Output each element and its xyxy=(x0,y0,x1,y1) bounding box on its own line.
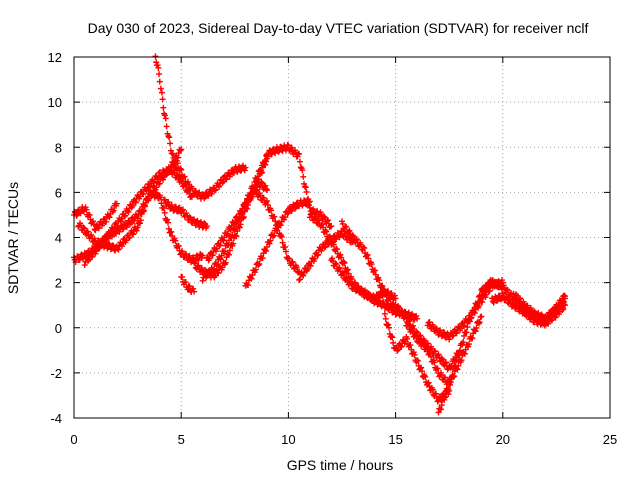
data-point-markers xyxy=(75,187,206,266)
data-point-markers xyxy=(263,141,335,231)
series-track xyxy=(75,187,206,266)
series-track xyxy=(81,164,195,269)
x-tick-label: 0 xyxy=(70,432,77,447)
y-tick-label: -2 xyxy=(50,366,62,381)
y-tick-label: -4 xyxy=(50,411,62,426)
data-point-markers xyxy=(392,301,463,373)
series-track xyxy=(253,186,303,276)
y-tick-label: 8 xyxy=(55,140,62,155)
data-point-markers xyxy=(173,157,249,202)
y-tick-label: 0 xyxy=(55,321,62,336)
chart-title: Day 030 of 2023, Sidereal Day-to-day VTE… xyxy=(88,20,589,36)
data-point-markers xyxy=(178,273,198,295)
data-point-markers xyxy=(81,164,195,269)
data-point-markers xyxy=(152,53,185,185)
y-tick-label: 2 xyxy=(55,276,62,291)
series-track xyxy=(392,301,463,373)
x-axis-title: GPS time / hours xyxy=(287,457,394,473)
x-tick-label: 25 xyxy=(603,432,617,447)
data-point-markers xyxy=(403,313,485,388)
series-track xyxy=(510,290,568,324)
data-points xyxy=(71,53,568,416)
data-point-markers xyxy=(381,310,453,405)
series-track xyxy=(152,53,185,185)
axis-ticks: 0 5 10 15 20 25 -4 -2 0 2 4 6 8 10 12 xyxy=(48,50,618,447)
y-axis-title: SDTVAR / TECUs xyxy=(5,182,21,294)
y-tick-label: 12 xyxy=(48,50,62,65)
x-tick-label: 5 xyxy=(178,432,185,447)
data-point-markers xyxy=(253,186,303,276)
data-point-markers xyxy=(339,218,399,315)
series-track xyxy=(161,196,210,231)
data-point-markers xyxy=(328,255,421,323)
y-tick-label: 6 xyxy=(55,185,62,200)
data-point-markers xyxy=(510,290,568,324)
series-track xyxy=(263,141,335,231)
series-track xyxy=(242,196,313,289)
series-track xyxy=(339,218,399,315)
series-track xyxy=(403,313,485,388)
series-track xyxy=(328,255,421,323)
y-tick-label: 10 xyxy=(48,95,62,110)
series-track xyxy=(381,310,453,405)
x-tick-label: 15 xyxy=(388,432,402,447)
series-track xyxy=(173,157,249,202)
data-point-markers xyxy=(161,196,210,231)
x-tick-label: 20 xyxy=(496,432,510,447)
y-tick-label: 4 xyxy=(55,231,62,246)
x-tick-label: 10 xyxy=(281,432,295,447)
series-track xyxy=(178,273,198,295)
data-point-markers xyxy=(242,196,313,289)
